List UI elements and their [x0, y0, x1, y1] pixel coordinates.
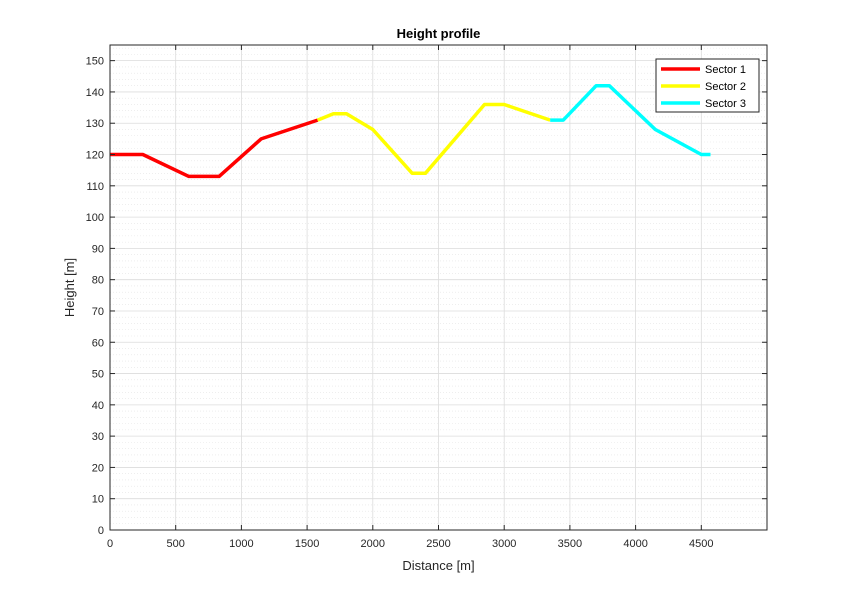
y-tick-label: 10 [92, 494, 104, 506]
y-tick-label: 140 [86, 87, 104, 99]
series-line-sector-2 [316, 102, 551, 176]
x-tick-label: 500 [167, 538, 185, 550]
y-tick-label: 0 [98, 525, 104, 537]
x-tick-label: 4500 [689, 538, 713, 550]
x-tick-label: 0 [107, 538, 113, 550]
x-tick-label: 1000 [229, 538, 253, 550]
y-tick-label: 110 [86, 181, 104, 193]
y-tick-label: 150 [86, 56, 104, 68]
y-tick-label: 30 [92, 431, 104, 443]
x-tick-label: 2500 [426, 538, 450, 550]
series-layer [110, 83, 711, 179]
x-tick-label: 4000 [623, 538, 647, 550]
series-line-sector-1 [110, 118, 319, 179]
y-tick-label: 20 [92, 462, 104, 474]
series-line-sector-3 [550, 83, 711, 157]
x-axis-ticks: 0 500 1000 1500 2000 2500 3000 3500 4000 4500 [107, 45, 714, 550]
x-tick-label: 1500 [295, 538, 319, 550]
y-tick-label: 50 [92, 369, 104, 381]
legend: Sector 1 Sector 2 Sector 3 [655, 58, 760, 113]
y-tick-label: 90 [92, 243, 104, 255]
x-axis-label: Distance [m] [402, 558, 474, 573]
y-tick-label: 60 [92, 337, 104, 349]
y-tick-label: 120 [86, 150, 104, 162]
x-tick-label: 2000 [361, 538, 385, 550]
x-tick-label: 3000 [492, 538, 516, 550]
x-tick-label: 3500 [558, 538, 582, 550]
legend-label: Sector 2 [705, 81, 746, 93]
y-tick-label: 130 [86, 118, 104, 130]
y-tick-label: 100 [86, 212, 104, 224]
legend-label: Sector 3 [705, 98, 746, 110]
legend-label: Sector 1 [705, 64, 746, 76]
y-tick-label: 80 [92, 275, 104, 287]
y-axis-ticks: 0 10 20 30 40 50 60 70 80 90 100 110 120 130 140 150 [86, 56, 767, 537]
chart-title: Height profile [397, 26, 481, 41]
y-tick-label: 70 [92, 306, 104, 318]
y-tick-label: 40 [92, 400, 104, 412]
y-axis-label: Height [m] [62, 258, 77, 317]
